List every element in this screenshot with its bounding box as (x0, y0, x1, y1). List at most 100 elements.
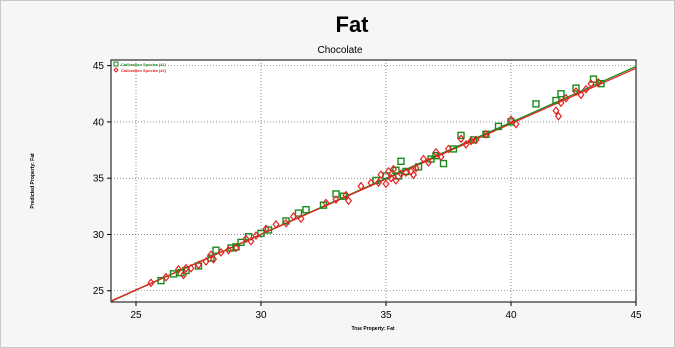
y-tick-label: 45 (93, 61, 105, 72)
data-point-square (572, 84, 580, 92)
data-point-diamond (374, 178, 383, 188)
data-point-diamond (409, 170, 418, 180)
data-point-diamond (242, 234, 250, 244)
data-point-diamond (594, 78, 603, 87)
data-point-square (169, 270, 178, 278)
data-point-square (282, 217, 290, 225)
data-point-diamond (207, 250, 215, 260)
data-point-square (294, 209, 303, 217)
data-point-diamond (382, 179, 390, 189)
data-point-diamond (367, 178, 375, 188)
data-point-diamond (332, 195, 340, 205)
data-point-square (507, 118, 515, 126)
data-point-square (557, 90, 565, 98)
legend-label-series-2: Calibration Spectra (42) (121, 68, 167, 73)
x-ticks: 25 30 35 40 45 (130, 302, 642, 321)
data-point-square (264, 226, 273, 234)
data-point-diamond (577, 90, 585, 100)
data-point-diamond (552, 106, 560, 116)
data-point-diamond (297, 214, 305, 224)
data-point-square (552, 96, 560, 105)
data-point-square (302, 206, 310, 214)
data-point-square (182, 266, 190, 275)
data-point-diamond (557, 98, 565, 108)
data-point-diamond (232, 243, 240, 253)
x-axis-label: True Property: Fat (351, 326, 394, 332)
legend: Calibration Spectra (41) Calibration Spe… (113, 61, 167, 73)
x-tick-label: 25 (130, 310, 142, 321)
y-tick-label: 25 (93, 286, 105, 297)
data-point-diamond (224, 245, 233, 255)
data-point-diamond (272, 219, 280, 229)
y-tick-label: 35 (93, 174, 105, 185)
x-tick-label: 40 (505, 310, 517, 321)
data-point-diamond (444, 144, 453, 154)
data-point-square (494, 122, 503, 131)
x-tick-label: 35 (380, 310, 392, 321)
legend-label-series-1: Calibration Spectra (41) (121, 62, 167, 67)
data-point-diamond (412, 163, 420, 173)
data-point-diamond (252, 231, 260, 241)
data-point-diamond (512, 119, 520, 129)
data-point-square (469, 136, 478, 144)
data-point-diamond (147, 278, 155, 288)
data-point-diamond (217, 248, 225, 257)
data-point-diamond (582, 84, 590, 94)
data-point-diamond (424, 157, 433, 167)
data-point-diamond (419, 154, 428, 164)
data-point-diamond (462, 139, 470, 149)
data-points (147, 75, 605, 288)
data-point-diamond (432, 147, 440, 157)
chart-title: Fat (336, 12, 370, 37)
y-tick-label: 40 (93, 117, 105, 128)
data-point-diamond (377, 170, 385, 180)
legend-square-marker (113, 61, 119, 67)
data-point-diamond (289, 211, 298, 221)
data-point-square (257, 229, 265, 238)
data-point-diamond (507, 115, 515, 125)
data-point-diamond (162, 272, 170, 282)
data-point-square (449, 145, 458, 153)
y-ticks: 25 30 35 40 45 (93, 61, 111, 297)
legend-diamond-marker (113, 67, 119, 73)
data-point-diamond (357, 181, 365, 191)
data-point-diamond (187, 263, 195, 273)
data-point-diamond (437, 152, 445, 162)
data-point-diamond (384, 166, 393, 176)
data-point-square (597, 79, 605, 88)
data-point-square (237, 238, 245, 247)
chart-subtitle: Chocolate (317, 45, 362, 56)
data-point-diamond (389, 164, 398, 174)
data-point-diamond (482, 129, 490, 139)
data-point-diamond (322, 198, 330, 208)
data-point-diamond (342, 190, 350, 200)
y-tick-label: 30 (93, 230, 105, 241)
data-point-diamond (182, 263, 190, 273)
data-point-square (339, 192, 348, 200)
data-point-diamond (194, 260, 203, 270)
data-point-square (207, 254, 215, 262)
data-point-diamond (247, 236, 255, 246)
data-point-square (589, 75, 598, 83)
data-point-square (212, 246, 220, 254)
data-point-diamond (262, 224, 270, 234)
data-point-diamond (282, 218, 290, 228)
data-point-diamond (174, 264, 183, 274)
data-point-diamond (387, 173, 395, 183)
data-point-diamond (562, 93, 570, 103)
data-point-diamond (554, 111, 563, 121)
data-point-square (439, 159, 448, 168)
x-tick-label: 45 (630, 310, 642, 321)
data-point-square (397, 157, 405, 166)
data-point-square (532, 100, 540, 108)
data-point-diamond (202, 257, 210, 266)
data-point-diamond (587, 79, 595, 89)
y-axis-label: Predicted Property: Fat (30, 153, 36, 209)
data-point-diamond (344, 196, 353, 206)
data-point-diamond (392, 175, 400, 185)
data-point-square (414, 163, 423, 171)
data-point-square (157, 276, 165, 285)
data-point-diamond (472, 135, 480, 145)
x-tick-label: 30 (255, 310, 267, 321)
